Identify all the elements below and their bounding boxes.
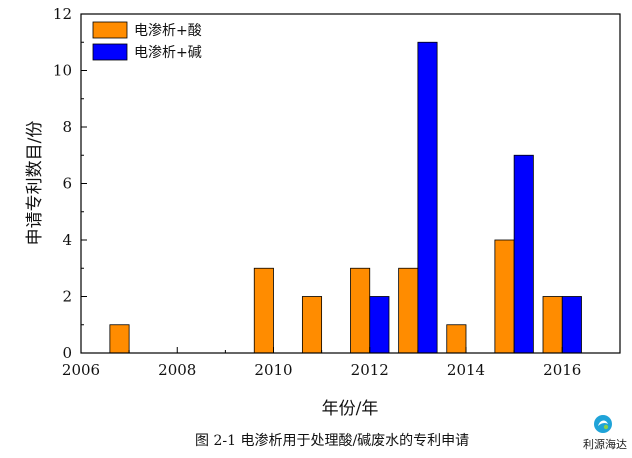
bar-series-1-2012: [350, 267, 371, 354]
bar-series-1-2011: [301, 296, 323, 354]
ticks-layer: 2006 2008 2010 2012 2014 2016 0 2 4 6 8 10 12: [53, 5, 581, 379]
y-tick-label: 2: [62, 288, 72, 306]
y-tick-label: 12: [53, 5, 72, 23]
brand-logo: 利源海达: [578, 414, 630, 456]
logo-text: 利源海达: [583, 438, 627, 451]
x-axis-title: 年份/年: [322, 399, 379, 419]
x-tick-label: 2014: [447, 361, 485, 379]
bar-series-2-2013: [417, 41, 438, 354]
y-tick-label: 10: [53, 62, 72, 80]
bars-layer: [109, 41, 582, 354]
x-tick-label: 2010: [254, 361, 292, 379]
legend-swatch-2: [92, 43, 128, 61]
bar-series-1-2014: [446, 324, 467, 354]
x-tick-label: 2012: [351, 361, 389, 379]
bar-series-1-2013: [398, 267, 419, 354]
y-tick-label: 0: [62, 344, 72, 362]
bar-series-2-2015: [513, 154, 534, 354]
legend-label-2: 电渗析+碱: [134, 45, 202, 61]
y-axis-title: 申请专利数目/份: [25, 121, 45, 246]
legend-swatch-1: [92, 21, 128, 39]
bar-series-2-2012: [369, 296, 390, 354]
figure-caption: 图 2-1 电渗析用于处理酸/碱废水的专利申请: [195, 433, 470, 449]
y-tick-label: 8: [62, 118, 72, 136]
legend-label-1: 电渗析+酸: [134, 23, 202, 39]
x-tick-label: 2016: [543, 361, 581, 379]
bar-series-1-2016: [542, 296, 563, 354]
y-tick-label: 4: [62, 231, 72, 249]
bar-series-1-2015: [494, 239, 515, 354]
x-tick-label: 2008: [158, 361, 196, 379]
y-tick-label: 6: [62, 175, 72, 193]
bar-series-1-2007: [109, 324, 130, 354]
bar-series-2-2016: [561, 296, 582, 354]
bar-series-1-2010: [253, 267, 274, 354]
x-tick-label: 2006: [62, 361, 100, 379]
water-drop-logo-icon: [594, 415, 612, 433]
